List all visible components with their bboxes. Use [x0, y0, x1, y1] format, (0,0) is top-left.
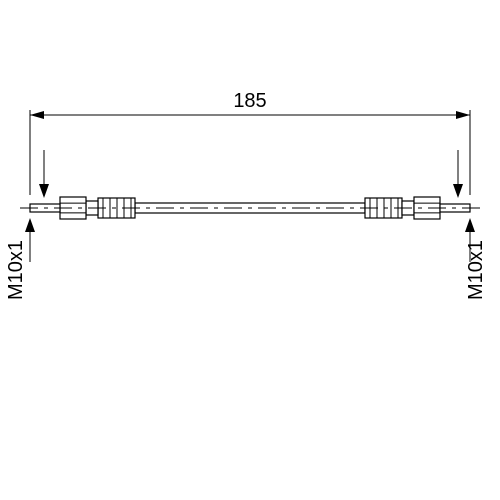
thread-label-right: M10x1	[465, 240, 487, 300]
thread-label-left: M10x1	[5, 240, 27, 300]
pointer-arrow-bottom-right-head	[465, 218, 475, 232]
dimension-value: 185	[233, 90, 266, 112]
dim-arrow-left	[30, 111, 44, 119]
dim-arrow-right	[456, 111, 470, 119]
technical-drawing: 185 M10x1 M10x1	[0, 0, 500, 500]
pointer-arrow-bottom-left-head	[25, 218, 35, 232]
pointer-arrow-top-right-head	[453, 184, 463, 198]
pointer-arrow-top-left-head	[39, 184, 49, 198]
